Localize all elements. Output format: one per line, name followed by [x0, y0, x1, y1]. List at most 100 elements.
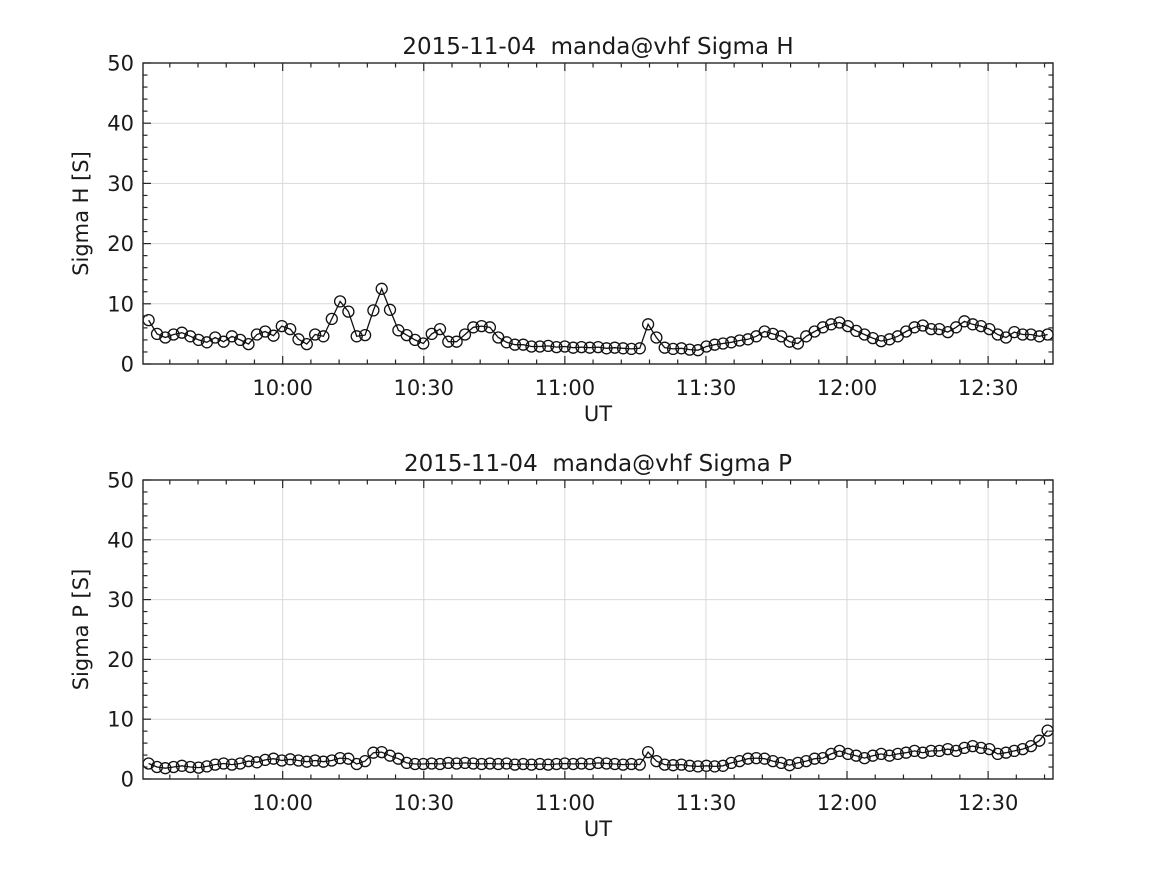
data-point: [267, 329, 280, 342]
data-point: [933, 744, 946, 758]
data-point: [558, 340, 571, 353]
data-point: [483, 757, 497, 770]
data-point: [550, 340, 563, 354]
data-point: [500, 757, 513, 770]
data-point: [267, 752, 280, 765]
data-point: [641, 745, 655, 759]
data-point: [508, 338, 522, 351]
data-point: [908, 321, 921, 334]
data-point: [542, 339, 555, 353]
data-point: [583, 341, 596, 354]
data-point: [783, 335, 796, 348]
data-point: [400, 756, 413, 770]
data-point: [225, 758, 239, 771]
data-point: [442, 756, 455, 770]
data-point: [600, 757, 613, 770]
data-point: [616, 758, 630, 771]
data-point: [250, 756, 264, 769]
data-point: [433, 322, 447, 336]
data-point: [966, 318, 979, 331]
data-point: [758, 325, 771, 338]
axes-box: [142, 62, 1054, 365]
data-point: [292, 754, 305, 767]
data-point: [733, 334, 746, 347]
data-point: [725, 756, 738, 770]
data-point: [467, 321, 480, 334]
data-point: [633, 342, 646, 355]
data-point: [442, 335, 455, 348]
data-point: [200, 760, 214, 773]
data-point: [658, 758, 671, 771]
data-point: [949, 321, 963, 334]
data-point: [575, 340, 588, 354]
data-point: [325, 312, 338, 326]
x-tick-label: 12:00: [817, 791, 878, 815]
axes-box: [142, 479, 1054, 780]
data-markers: [142, 282, 1054, 357]
data-point: [375, 282, 388, 295]
data-point: [358, 328, 372, 342]
data-point: [167, 760, 180, 774]
x-tick-label: 11:30: [676, 791, 737, 815]
data-point: [841, 747, 855, 761]
data-point: [725, 336, 738, 349]
sigma-h-subplot: 10:00 10:30 11:00 11:30 12:00 12:30 0 10 20 30 40 5…: [69, 34, 1054, 426]
data-point: [733, 754, 746, 768]
data-point: [150, 760, 164, 774]
data-point: [833, 316, 846, 329]
tick-marks: [143, 62, 1053, 365]
data-point: [608, 341, 621, 354]
data-point: [234, 757, 247, 770]
data-point: [159, 331, 172, 344]
data-point: [517, 757, 530, 771]
data-point: [275, 754, 288, 767]
data-point: [259, 753, 272, 767]
data-point: [383, 303, 397, 316]
data-point: [850, 324, 863, 338]
data-point: [417, 757, 430, 771]
data-point: [567, 341, 580, 354]
chart-title: 2015-11-04 manda@vhf Sigma P: [404, 451, 792, 477]
y-axis-label: Sigma H [S]: [69, 151, 93, 276]
y-tick-label: 10: [107, 708, 134, 732]
data-point: [958, 741, 971, 755]
data-point: [683, 759, 696, 772]
data-point: [284, 753, 297, 766]
data-point: [1033, 734, 1046, 747]
data-point: [766, 754, 780, 768]
data-point: [467, 757, 480, 770]
y-tick-label: 20: [107, 232, 134, 256]
y-tick-label: 40: [107, 528, 134, 552]
tick-marks: [143, 479, 1053, 780]
data-point: [500, 336, 513, 349]
y-axis-label: Sigma P [S]: [69, 569, 93, 691]
y-tick-label: 40: [107, 112, 134, 136]
data-point: [800, 754, 813, 768]
data-point: [533, 340, 547, 353]
data-point: [567, 757, 580, 771]
data-point: [750, 751, 763, 765]
data-point: [533, 757, 547, 771]
data-point: [475, 319, 488, 333]
data-point: [417, 337, 430, 350]
data-point: [550, 757, 563, 771]
data-point: [933, 322, 946, 336]
data-point: [924, 744, 938, 758]
data-point: [850, 749, 863, 762]
data-point: [791, 756, 805, 770]
data-point: [591, 756, 605, 770]
data-point: [974, 741, 988, 755]
data-point: [308, 754, 322, 767]
data-point: [184, 760, 197, 774]
data-point: [941, 742, 954, 756]
data-point: [899, 746, 913, 759]
data-point: [317, 330, 330, 343]
x-tick-label: 11:00: [535, 791, 596, 815]
data-point: [525, 758, 538, 771]
data-point: [875, 747, 888, 761]
y-tick-label: 50: [107, 52, 134, 76]
data-point: [275, 319, 288, 333]
y-tick-label: 30: [107, 172, 134, 196]
data-point: [825, 747, 838, 761]
